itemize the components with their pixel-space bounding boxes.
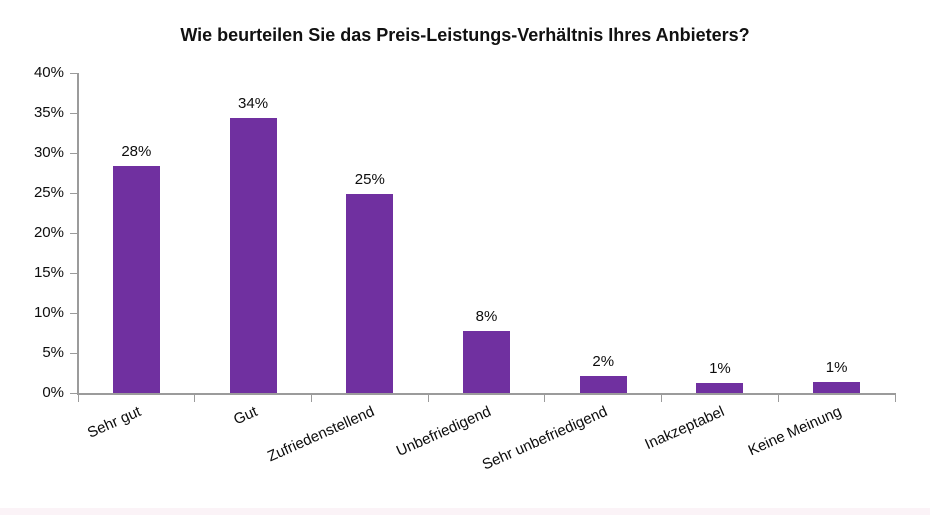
bar: [463, 331, 510, 393]
bar: [579, 376, 627, 393]
y-axis-tick: [70, 72, 77, 74]
bar: [696, 383, 744, 393]
chart-title: Wie beurteilen Sie das Preis-Leistungs-V…: [180, 25, 750, 45]
x-axis-tick: [310, 395, 312, 402]
y-axis-tick: [70, 232, 77, 234]
y-axis-tick: [70, 152, 77, 154]
y-axis-label: 40%: [33, 64, 64, 81]
y-axis-label: 20%: [33, 224, 64, 241]
y-axis-label: 30%: [33, 144, 64, 161]
x-axis-label: Zufriedenstellend: [264, 403, 377, 466]
y-axis-tick: [70, 112, 77, 114]
bar-value-label: 28%: [121, 142, 152, 160]
x-axis-label: Sehr gut: [84, 403, 144, 442]
bar: [112, 165, 160, 393]
x-axis-tick: [544, 395, 546, 402]
bar-value-label: 1%: [825, 358, 848, 376]
bar-value-label: 25%: [354, 170, 385, 188]
y-axis-label: 10%: [33, 304, 64, 321]
x-axis-tick: [77, 395, 79, 402]
bar-value-label: 8%: [475, 308, 498, 326]
y-axis-tick: [70, 312, 77, 314]
bar-value-label: 1%: [709, 360, 731, 378]
x-axis-line: [77, 393, 896, 395]
y-axis-tick: [70, 392, 77, 394]
x-axis-label: Keine Meinung: [745, 403, 844, 460]
y-axis-tick: [70, 352, 77, 354]
y-axis-label: 15%: [33, 264, 64, 281]
x-axis-tick: [661, 395, 663, 402]
y-axis-label: 25%: [33, 184, 64, 201]
x-axis-label: Unbefriedigend: [393, 403, 494, 460]
y-axis-line: [77, 73, 79, 393]
bar-value-label: 34%: [238, 94, 269, 112]
x-axis-label: Sehr unbefriedigend: [479, 403, 611, 474]
bar: [813, 381, 861, 393]
y-axis-label: 0%: [42, 384, 64, 401]
x-axis-tick: [777, 395, 779, 402]
x-axis-tick: [194, 395, 196, 402]
y-axis-label: 35%: [33, 104, 64, 121]
bar-value-label: 2%: [592, 353, 615, 371]
y-axis-tick: [70, 192, 77, 194]
y-axis-tick: [70, 272, 77, 274]
x-axis-label: Gut: [230, 403, 260, 429]
x-axis-tick: [427, 395, 429, 402]
x-axis-tick: [894, 395, 896, 402]
x-axis-label: Inakzeptabel: [642, 403, 727, 454]
y-axis-label: 5%: [42, 344, 64, 361]
plot-area: 0% 5% 10% 15% 20% 25% 30% 35% 40% 28% Sehr gut 34% G…: [34, 64, 896, 473]
bar: [229, 117, 277, 393]
bar: [346, 193, 394, 393]
bottom-strip: [0, 508, 930, 515]
